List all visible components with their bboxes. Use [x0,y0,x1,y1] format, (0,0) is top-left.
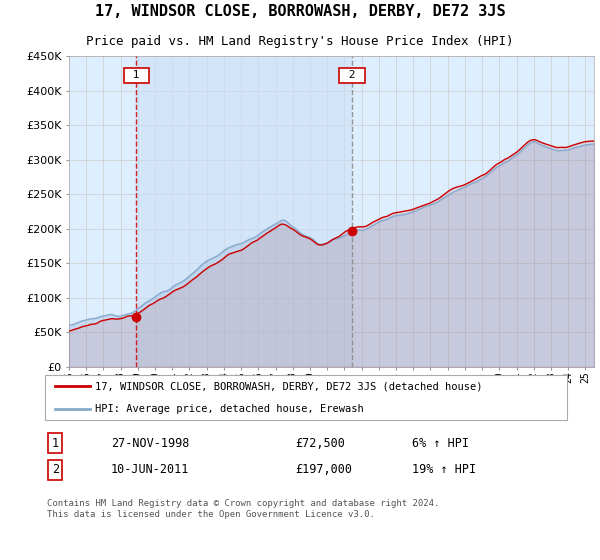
Text: 10-JUN-2011: 10-JUN-2011 [110,463,189,476]
Text: 6% ↑ HPI: 6% ↑ HPI [412,437,469,450]
FancyBboxPatch shape [44,375,568,420]
Text: 19% ↑ HPI: 19% ↑ HPI [412,463,476,476]
Text: 17, WINDSOR CLOSE, BORROWASH, DERBY, DE72 3JS: 17, WINDSOR CLOSE, BORROWASH, DERBY, DE7… [95,4,505,19]
Text: 1: 1 [127,71,146,80]
Text: Contains HM Land Registry data © Crown copyright and database right 2024.
This d: Contains HM Land Registry data © Crown c… [47,499,440,519]
Text: Price paid vs. HM Land Registry's House Price Index (HPI): Price paid vs. HM Land Registry's House … [86,35,514,48]
Text: £72,500: £72,500 [295,437,346,450]
Bar [136,56,352,367]
Text: 2: 2 [342,71,362,80]
Text: 17, WINDSOR CLOSE, BORROWASH, DERBY, DE72 3JS (detached house): 17, WINDSOR CLOSE, BORROWASH, DERBY, DE7… [95,381,482,391]
Text: 2: 2 [52,463,59,476]
Text: £197,000: £197,000 [295,463,352,476]
Text: 1: 1 [52,437,59,450]
Text: 27-NOV-1998: 27-NOV-1998 [110,437,189,450]
Text: HPI: Average price, detached house, Erewash: HPI: Average price, detached house, Erew… [95,404,364,414]
